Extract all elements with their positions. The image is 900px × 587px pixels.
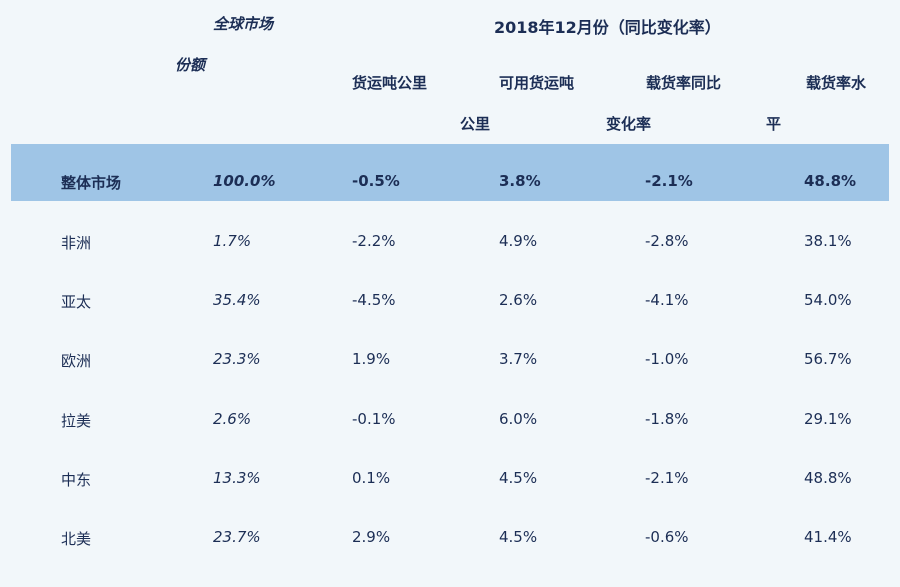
row-atk: 4.5% [499, 469, 538, 487]
row-rtk: -4.5% [352, 291, 396, 309]
table-title: 2018年12月份（同比变化率） [494, 18, 721, 37]
col-header-atk-line1: 可用货运吨 [499, 74, 575, 92]
market-share-header-line2: 份额 [175, 56, 206, 74]
row-lf-level: 48.8% [804, 172, 857, 190]
row-region: 欧洲 [61, 352, 92, 370]
col-header-lf-change-line1: 载货率同比 [646, 74, 722, 92]
row-rtk: 2.9% [352, 528, 391, 546]
row-lf-level: 29.1% [804, 410, 852, 428]
row-share: 35.4% [213, 291, 261, 309]
row-atk: 4.9% [499, 232, 538, 250]
col-header-atk-line2: 公里 [460, 115, 491, 133]
col-header-rtk: 货运吨公里 [352, 74, 428, 92]
row-share: 23.3% [213, 350, 261, 368]
row-atk: 4.5% [499, 528, 538, 546]
row-share: 2.6% [213, 410, 252, 428]
row-rtk: -0.5% [352, 172, 400, 190]
row-share: 1.7% [213, 232, 252, 250]
row-lf-level: 56.7% [804, 350, 852, 368]
row-region: 中东 [61, 471, 92, 489]
row-region: 亚太 [61, 293, 92, 311]
row-share: 100.0% [213, 172, 276, 190]
row-rtk: 1.9% [352, 350, 391, 368]
col-header-lf-change-line2: 变化率 [606, 115, 652, 133]
row-region: 非洲 [61, 234, 92, 252]
total-row-highlight [11, 144, 889, 201]
row-rtk: -2.2% [352, 232, 396, 250]
row-lf-level: 41.4% [804, 528, 852, 546]
row-lf-change: -2.1% [645, 469, 689, 487]
row-lf-change: -2.8% [645, 232, 689, 250]
market-share-header-line1: 全球市场 [213, 15, 274, 33]
row-region: 北美 [61, 530, 92, 548]
row-lf-change: -4.1% [645, 291, 689, 309]
col-header-lf-level-line1: 载货率水 [806, 74, 867, 92]
row-atk: 3.7% [499, 350, 538, 368]
col-header-lf-level-line2: 平 [766, 115, 782, 133]
row-lf-level: 54.0% [804, 291, 852, 309]
row-atk: 3.8% [499, 172, 541, 190]
row-lf-level: 38.1% [804, 232, 852, 250]
row-rtk: -0.1% [352, 410, 396, 428]
row-region: 整体市场 [61, 174, 122, 192]
row-rtk: 0.1% [352, 469, 391, 487]
row-atk: 6.0% [499, 410, 538, 428]
row-atk: 2.6% [499, 291, 538, 309]
row-share: 13.3% [213, 469, 261, 487]
row-share: 23.7% [213, 528, 261, 546]
row-lf-change: -1.0% [645, 350, 689, 368]
row-region: 拉美 [61, 412, 92, 430]
row-lf-change: -0.6% [645, 528, 689, 546]
row-lf-change: -2.1% [645, 172, 693, 190]
row-lf-change: -1.8% [645, 410, 689, 428]
row-lf-level: 48.8% [804, 469, 852, 487]
